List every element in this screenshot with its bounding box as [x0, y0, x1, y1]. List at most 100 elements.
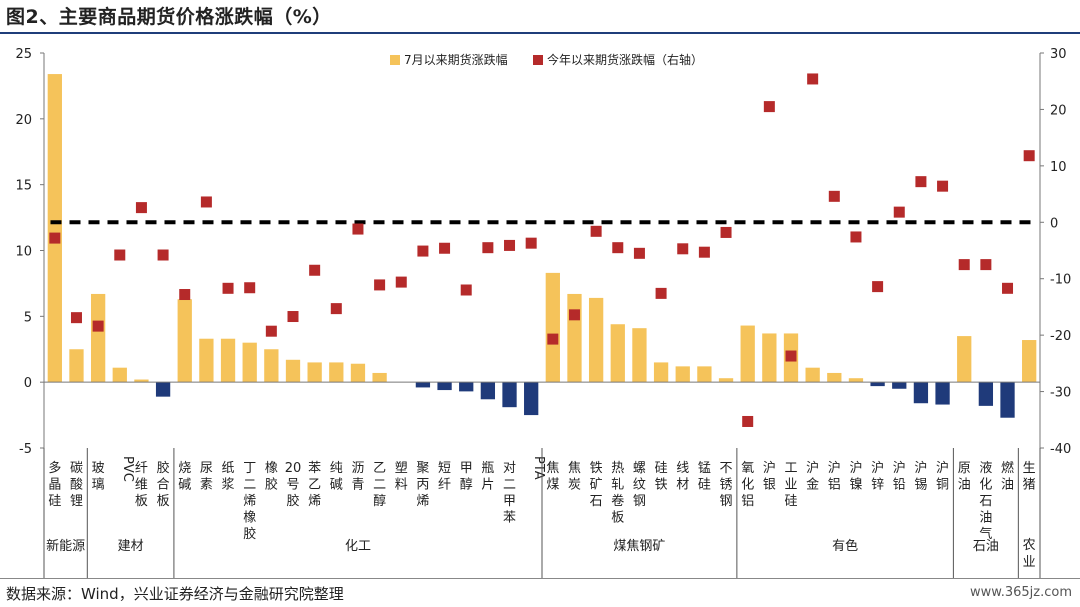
- bar-原油: [957, 336, 972, 383]
- marker-焦煤: [547, 333, 559, 345]
- bar-尿素: [199, 338, 214, 383]
- marker-沪锌: [872, 281, 884, 293]
- x-tick-label: 沪金: [806, 460, 819, 493]
- bar-线材: [675, 366, 690, 383]
- marker-沪镍: [850, 231, 862, 243]
- marker-沪银: [763, 101, 775, 113]
- marker-线材: [677, 243, 689, 255]
- legend-swatch-bar: [390, 55, 400, 65]
- bar-烧碱: [177, 299, 192, 383]
- bar-橡胶: [264, 349, 279, 383]
- bar-纤维板: [134, 379, 149, 383]
- bar-焦炭: [567, 293, 582, 383]
- marker-纸浆: [222, 282, 234, 294]
- x-tick-label: 沪锌: [871, 460, 884, 493]
- marker-工业硅: [785, 350, 797, 362]
- x-tick-label: 氧化铝: [741, 461, 754, 509]
- marker-短纤: [439, 242, 451, 254]
- x-tick-label: 燃油: [1001, 460, 1014, 493]
- legend: 7月以来期货涨跌幅 今年以来期货涨跌幅（右轴）: [390, 52, 703, 67]
- marker-聚丙烯: [417, 245, 429, 257]
- bar-沪金: [805, 367, 820, 383]
- x-tick-label: 不锈钢: [720, 461, 733, 509]
- x-tick-label: 烧碱: [178, 461, 191, 493]
- y-left-tick-label: 25: [15, 47, 32, 62]
- marker-沪锡: [915, 176, 927, 188]
- bar-沪铝: [827, 372, 842, 383]
- x-tick-label: 硅铁: [655, 461, 668, 493]
- bar-玻璃: [90, 293, 106, 383]
- marker-铁矿石: [590, 225, 602, 237]
- x-tick-label: 对二甲苯: [503, 461, 516, 526]
- bar-聚丙烯: [415, 382, 431, 388]
- y-right-tick-label: -30: [1050, 386, 1071, 401]
- marker-沪铝: [828, 190, 840, 202]
- marker-尿素: [200, 196, 212, 208]
- marker-燃油: [1002, 282, 1014, 294]
- x-tick-label: 沪银: [763, 460, 776, 493]
- group-label-煤焦钢矿: 煤焦钢矿: [613, 539, 665, 554]
- bar-生猪: [1022, 340, 1037, 383]
- bar-沪铅: [892, 382, 907, 389]
- y-left-tick-label: -5: [19, 442, 32, 457]
- marker-沪金: [807, 73, 819, 85]
- x-tick-label: 橡胶: [265, 461, 278, 493]
- marker-乙二醇: [374, 279, 386, 291]
- bar-碳酸锂: [69, 349, 84, 383]
- x-tick-label: 纯碱: [330, 461, 343, 493]
- y-right-tick-label: 10: [1050, 160, 1067, 175]
- marker-锰硅: [698, 246, 710, 258]
- x-tick-label: 沪锡: [914, 460, 927, 493]
- bar-不锈钢: [718, 378, 734, 383]
- x-tick-label: 多晶硅: [48, 460, 61, 509]
- x-tick-label: 沪铅: [893, 460, 906, 493]
- x-tick-label: 液化石油气: [979, 461, 992, 542]
- x-tick-label: 苯乙烯: [308, 461, 321, 509]
- bar-PTA: [524, 382, 539, 416]
- bar-锰硅: [697, 366, 712, 383]
- legend-swatch-marker: [533, 55, 543, 65]
- x-tick-label: 原油: [958, 461, 971, 493]
- x-tick-label: 沪镍: [849, 460, 862, 493]
- marker-塑料: [395, 276, 407, 288]
- bar-乙二醇: [372, 372, 387, 383]
- x-tick-label: 焦炭: [568, 461, 581, 493]
- marker-苯乙烯: [309, 264, 321, 276]
- x-tick-label: 螺纹钢: [633, 461, 646, 509]
- x-tick-label: 尿素: [200, 461, 213, 493]
- x-tick-label: 碳酸锂: [70, 461, 83, 509]
- y-left-tick-label: 0: [24, 376, 32, 391]
- group-label-化工: 化工: [345, 539, 371, 554]
- y-right-tick-label: -20: [1050, 329, 1071, 344]
- bar-液化石油气: [978, 382, 994, 406]
- marker-纯碱: [330, 303, 342, 315]
- bar-纯碱: [329, 362, 344, 383]
- bar-螺纹钢: [632, 328, 647, 383]
- marker-氧化铝: [742, 415, 754, 427]
- x-tick-label: 沪铜: [936, 460, 949, 493]
- y-left-tick-label: 15: [15, 179, 32, 194]
- y-right-tick-label: -40: [1050, 442, 1071, 457]
- marker-热轧卷板: [612, 242, 624, 254]
- x-tick-label: 玻璃: [92, 461, 105, 493]
- marker-硅铁: [655, 287, 667, 299]
- x-tick-label: 丁二烯橡胶: [243, 461, 256, 542]
- bar-沪银: [762, 333, 777, 383]
- y-left-tick-label: 20: [15, 113, 32, 128]
- marker-瓶片: [482, 242, 494, 254]
- x-tick-label: 锰硅: [698, 461, 711, 493]
- x-tick-label: PVC: [120, 456, 135, 482]
- group-label-农业: 农业: [1023, 538, 1036, 570]
- marker-螺纹钢: [633, 247, 645, 259]
- y-left-tick-label: 5: [24, 310, 32, 325]
- x-tick-label: 聚丙烯: [416, 461, 429, 509]
- bar-氧化铝: [740, 325, 755, 383]
- marker-橡胶: [265, 325, 277, 337]
- x-tick-label: 铁矿石: [590, 461, 603, 509]
- marker-沪铜: [937, 180, 949, 192]
- marker-甲醇: [460, 284, 472, 296]
- marker-焦炭: [568, 309, 580, 321]
- x-tick-label: 纸浆: [222, 461, 235, 493]
- x-tick-label: 沪铝: [828, 460, 841, 493]
